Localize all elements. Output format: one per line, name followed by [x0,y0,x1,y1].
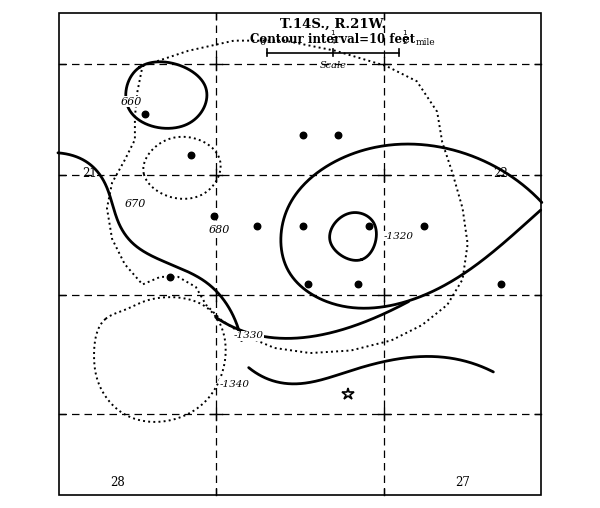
Point [303,280,313,289]
Text: 660: 660 [121,97,142,107]
Point [496,280,505,289]
Point [209,212,218,220]
Text: 28: 28 [110,476,124,489]
Text: -1330: -1330 [234,331,264,340]
Text: 0: 0 [260,38,266,47]
Text: $\mathregular{\frac{1}{2}}$: $\mathregular{\frac{1}{2}}$ [401,29,408,47]
Text: 22: 22 [493,167,508,180]
Point [186,151,196,159]
Point [334,131,343,139]
Text: $\mathregular{\frac{1}{4}}$: $\mathregular{\frac{1}{4}}$ [330,29,337,47]
Text: 21: 21 [82,167,97,180]
Text: Contour interval=10 feet: Contour interval=10 feet [250,33,416,46]
Text: 670: 670 [124,199,146,209]
Point [140,110,150,118]
Text: Scale: Scale [320,61,346,70]
Point [419,222,429,230]
Point [166,273,175,281]
Text: -1320: -1320 [384,232,414,241]
Text: mile: mile [415,38,435,47]
Text: T.14S., R.21W.: T.14S., R.21W. [280,18,386,31]
Text: 27: 27 [455,476,470,489]
Point [252,222,262,230]
Point [353,280,363,289]
Text: 680: 680 [209,225,230,235]
Point [298,222,307,230]
Point [298,131,307,139]
Point [364,222,373,230]
Text: -1340: -1340 [219,380,249,389]
